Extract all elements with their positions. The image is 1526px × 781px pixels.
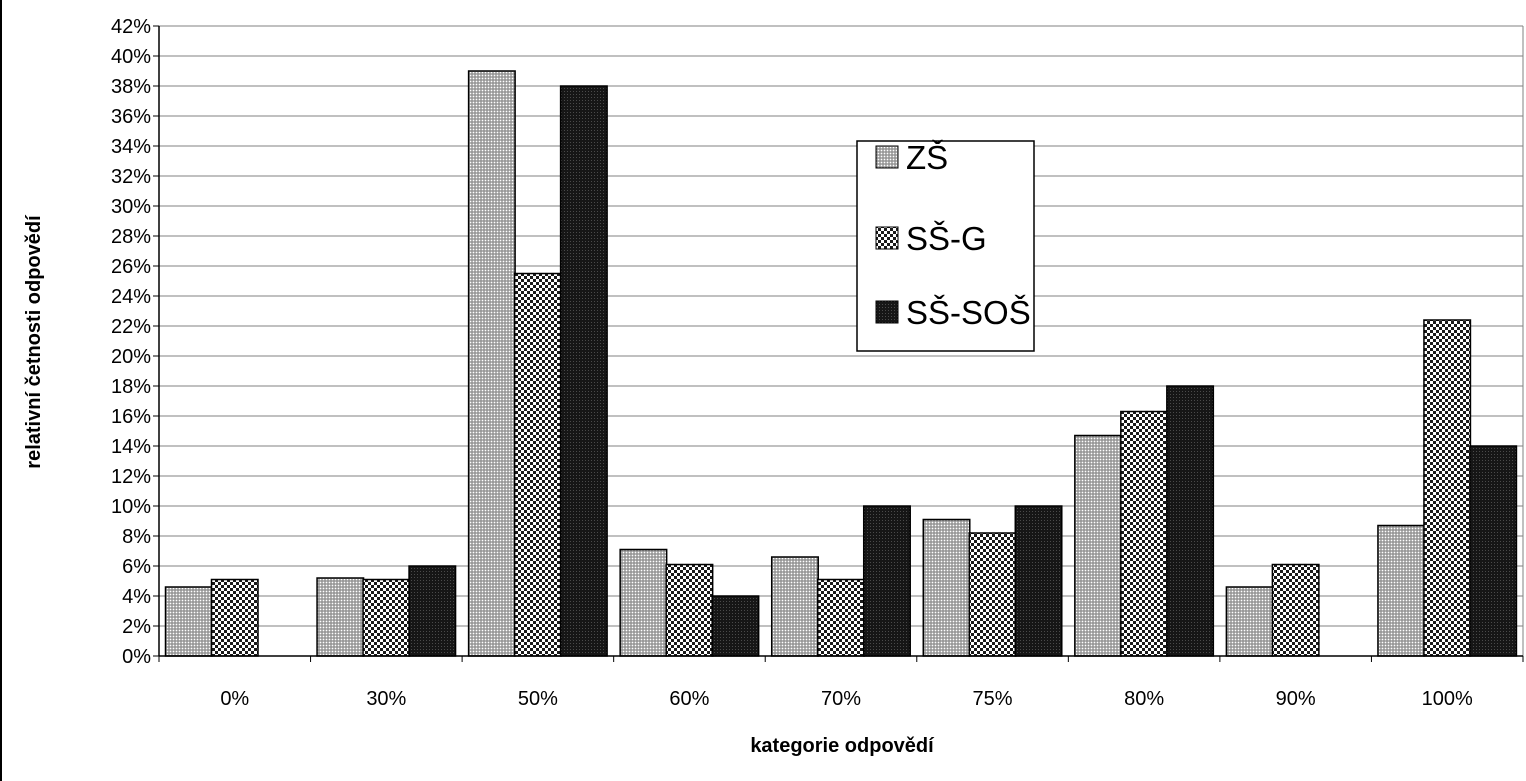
bar-1-7 [1271, 563, 1320, 657]
y-tick-label: 16% [111, 406, 151, 428]
bar-1-5 [968, 532, 1017, 657]
bar-1-1 [362, 578, 411, 657]
y-tick-label: 32% [111, 166, 151, 188]
x-axis-title: kategorie odpovědí [750, 735, 935, 757]
bar-0-7 [1225, 586, 1274, 657]
bar-0-3 [619, 548, 668, 657]
x-tick-label: 70% [821, 688, 861, 710]
bar-0-4 [770, 556, 819, 657]
x-tick-label: 80% [1124, 688, 1164, 710]
legend-swatch-ss-g [875, 226, 899, 250]
y-tick-label: 12% [111, 466, 151, 488]
bar-0-0 [164, 586, 213, 657]
bar-0-6 [1074, 434, 1123, 657]
legend: ZŠ SŠ-G SŠ-SOŠ [856, 139, 1035, 352]
bar-2-8 [1469, 445, 1518, 657]
bars [164, 70, 1518, 657]
y-tick-labels: 0% 2% 4% 6% 8% 10% 12% 14% 16% 18% 20% 22% 24% 26% 28%… [111, 16, 151, 668]
legend-label-ss-g: SŠ-G [906, 220, 987, 257]
legend-swatch-zs [875, 145, 899, 169]
y-tick-label: 4% [122, 586, 151, 608]
y-tick-label: 26% [111, 256, 151, 278]
bar-1-4 [816, 578, 865, 657]
bar-0-8 [1377, 524, 1426, 657]
y-tick-label: 10% [111, 496, 151, 518]
bar-0-5 [922, 518, 971, 657]
x-tick-label: 90% [1276, 688, 1316, 710]
bar-0-2 [467, 70, 516, 657]
bar-1-3 [665, 563, 714, 657]
x-tick-label: 60% [669, 688, 709, 710]
x-tick-label: 100% [1422, 688, 1473, 710]
y-tick-label: 2% [122, 616, 151, 638]
bar-1-0 [210, 578, 259, 657]
y-tick-label: 20% [111, 346, 151, 368]
x-tick-label: 50% [518, 688, 558, 710]
bar-1-8 [1423, 319, 1472, 657]
y-tick-label: 30% [111, 196, 151, 218]
x-tick-label: 75% [973, 688, 1013, 710]
y-tick-label: 40% [111, 46, 151, 68]
y-tick-label: 22% [111, 316, 151, 338]
y-tick-label: 36% [111, 106, 151, 128]
y-tick-label: 24% [111, 286, 151, 308]
y-tick-label: 0% [122, 646, 151, 668]
y-axis-title: relativní četnosti odpovědí [23, 214, 45, 469]
legend-label-zs: ZŠ [906, 139, 948, 176]
y-tick-label: 34% [111, 136, 151, 158]
x-tick-label: 30% [366, 688, 406, 710]
bar-2-3 [711, 595, 760, 657]
x-tick-label: 0% [220, 688, 249, 710]
x-tick-labels: 0% 30% 50% 60% 70% 75% 80% 90% 100% [220, 688, 1473, 710]
bar-2-1 [408, 565, 457, 657]
bar-2-2 [559, 85, 608, 657]
axes [153, 25, 1524, 662]
y-tick-label: 14% [111, 436, 151, 458]
y-tick-label: 6% [122, 556, 151, 578]
legend-label-ss-sos: SŠ-SOŠ [906, 294, 1031, 331]
bar-2-4 [862, 505, 911, 657]
legend-swatch-ss-sos [875, 300, 899, 324]
y-tick-label: 42% [111, 16, 151, 38]
y-tick-label: 18% [111, 376, 151, 398]
bar-2-5 [1014, 505, 1063, 657]
gridlines [159, 25, 1523, 627]
bar-1-6 [1120, 410, 1169, 657]
bar-1-2 [513, 272, 562, 657]
y-tick-label: 38% [111, 76, 151, 98]
bar-2-6 [1166, 385, 1215, 657]
y-tick-label: 28% [111, 226, 151, 248]
y-tick-label: 8% [122, 526, 151, 548]
bar-0-1 [316, 577, 365, 657]
